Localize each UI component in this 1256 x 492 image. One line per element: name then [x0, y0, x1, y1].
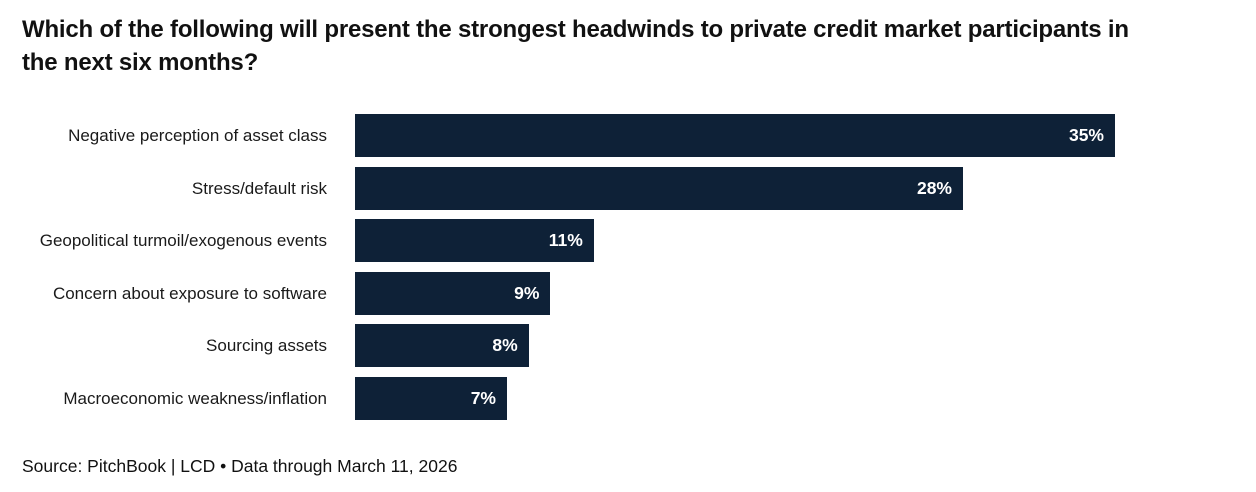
- bar: 9%: [355, 271, 551, 315]
- bar-category-label: Geopolitical turmoil/exogenous events: [39, 231, 327, 250]
- bar: 8%: [355, 324, 529, 367]
- chart-title-line-1: Which of the following will present the …: [22, 16, 1129, 43]
- bar-category-label: Sourcing assets: [206, 336, 327, 355]
- chart-row: Geopolitical turmoil/exogenous events 11%: [0, 219, 1256, 262]
- source-attribution: Source: PitchBook | LCD • Data through M…: [22, 456, 458, 476]
- bar-track: 28%: [355, 166, 1256, 210]
- bar-category-label: Macroeconomic weakness/inflation: [63, 388, 327, 408]
- bar-track: 35%: [355, 114, 1256, 157]
- chart-title: Which of the following will present the …: [22, 13, 1244, 79]
- chart-row: Negative perception of asset class 35%: [0, 114, 1256, 157]
- bar: 35%: [355, 114, 1115, 157]
- bar-value-label: 28%: [916, 177, 952, 198]
- bar: 7%: [355, 376, 507, 420]
- bar-track: 9%: [355, 271, 1256, 315]
- chart-row: Concern about exposure to software 9%: [0, 271, 1256, 315]
- chart-title-line-2: the next six months?: [22, 49, 259, 76]
- bar-track: 11%: [355, 219, 1256, 262]
- bar-category-label: Stress/default risk: [191, 178, 327, 198]
- bar-track: 7%: [355, 376, 1256, 420]
- chart-row: Sourcing assets 8%: [0, 324, 1256, 367]
- bar-value-label: 35%: [1068, 125, 1104, 145]
- bar-value-label: 11%: [548, 230, 583, 250]
- bar-category-label: Concern about exposure to software: [52, 283, 327, 303]
- bar-category-label: Negative perception of asset class: [68, 126, 327, 145]
- chart-row: Stress/default risk 28%: [0, 166, 1256, 210]
- chart-row: Macroeconomic weakness/inflation 7%: [0, 376, 1256, 420]
- bar-value-label: 7%: [470, 387, 496, 408]
- bar: 11%: [355, 219, 594, 262]
- bar: 28%: [355, 166, 963, 210]
- bar-track: 8%: [355, 324, 1256, 367]
- bar-value-label: 9%: [514, 282, 540, 303]
- bar-value-label: 8%: [492, 335, 518, 355]
- bar-chart: Negative perception of asset class 35% Str…: [0, 114, 1256, 420]
